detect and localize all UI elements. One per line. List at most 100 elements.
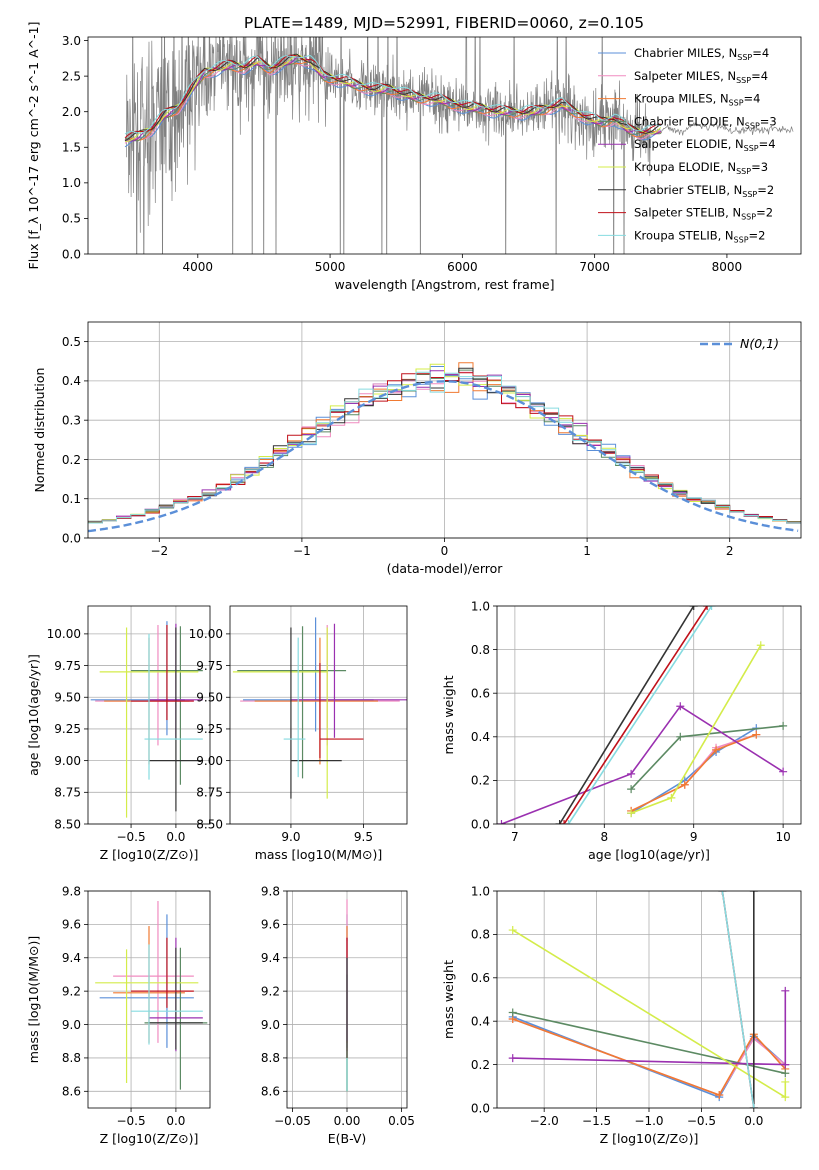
y-axis-label: mass [log10(M/M⊙)] [26, 936, 41, 1064]
y-tick-label: 0.1 [62, 492, 81, 506]
x-tick-label: 7000 [579, 260, 610, 274]
x-tick-label: −0.5 [687, 1114, 716, 1128]
weight-marker [715, 1090, 724, 1099]
x-tick-label: −0.05 [274, 1114, 311, 1128]
weight-line [501, 705, 784, 824]
y-tick-label: 9.25 [196, 722, 223, 736]
y-tick-label: 1.5 [62, 141, 81, 155]
weight-line [512, 1018, 786, 1096]
y-tick-label: 9.0 [261, 1018, 280, 1032]
y-tick-label: 9.8 [62, 884, 81, 898]
legend-label: N(0,1) [740, 336, 779, 351]
y-tick-label: 0.6 [471, 971, 490, 985]
axes-frame [496, 890, 802, 1109]
weight-marker [712, 745, 721, 754]
x-tick-label: −1 [293, 544, 311, 558]
y-tick-label: 9.50 [196, 691, 223, 705]
legend-label: Chabrier ELODIE, NSSP=3 [634, 114, 777, 130]
panel-residuals: −2 −1 0 1 2 0.0 0.1 0.2 0.3 0.4 0.5 (data-model)/er… [32, 321, 802, 576]
y-axis-label: age [log10(age/yr)] [26, 654, 41, 776]
y-tick-label: 0.0 [62, 247, 81, 261]
legend-label: Kroupa STELIB, NSSP=2 [634, 228, 765, 244]
y-tick-label: 10.00 [47, 627, 81, 641]
y-tick-label: 9.75 [54, 659, 81, 673]
x-tick-label: 0.00 [334, 1114, 361, 1128]
figure-title: PLATE=1489, MJD=52991, FIBERID=0060, z=0… [244, 14, 644, 32]
x-axis-label: (data-model)/error [387, 561, 504, 576]
y-tick-label: 0.6 [471, 687, 490, 701]
axes-frame [286, 890, 408, 1109]
normal-reference-curve [88, 380, 799, 533]
plot-content [497, 606, 788, 824]
weight-line [630, 644, 762, 814]
y-tick-label: 0.0 [471, 817, 490, 831]
plot-content [95, 901, 208, 1090]
y-tick-label: 8.6 [261, 1085, 280, 1099]
x-axis-label: mass [log10(M/M⊙)] [255, 847, 383, 862]
y-axis-label: Normed distribution [32, 368, 47, 493]
x-tick-label: −0.5 [116, 1114, 145, 1128]
x-tick-label: −2.0 [530, 1114, 559, 1128]
weight-marker [703, 606, 712, 610]
x-tick-label: 0.0 [744, 1114, 763, 1128]
x-axis-label: Z [log10(Z/Z⊙)] [100, 1131, 199, 1146]
weight-marker [555, 820, 564, 824]
y-axis-label: mass weight [441, 960, 456, 1039]
y-tick-label: 0.5 [62, 335, 81, 349]
y-tick-label: 9.00 [54, 754, 81, 768]
y-tick-label: 9.2 [261, 984, 280, 998]
y-tick-label: 1.0 [471, 884, 490, 898]
y-tick-label: 0.2 [62, 453, 81, 467]
x-tick-label: −2 [150, 544, 168, 558]
x-tick-label: 2 [726, 544, 734, 558]
axes-frame [87, 890, 211, 1109]
x-tick-label: 5000 [315, 260, 346, 274]
y-tick-label: 9.75 [196, 659, 223, 673]
legend-label: Chabrier STELIB, NSSP=2 [634, 183, 774, 199]
x-tick-label: 0.0 [166, 1114, 185, 1128]
y-axis-label: mass weight [441, 675, 456, 754]
y-tick-label: 8.50 [54, 817, 81, 831]
y-tick-label: 9.2 [62, 984, 81, 998]
weight-marker [779, 767, 788, 776]
model-spectrum [124, 54, 661, 135]
weight-marker [781, 1077, 790, 1086]
weight-marker [781, 1069, 790, 1078]
legend-label: Salpeter ELODIE, NSSP=4 [634, 137, 776, 153]
axes-frame [87, 36, 802, 255]
y-tick-label: 9.4 [62, 951, 81, 965]
plot-content [90, 621, 203, 818]
x-tick-label: 0 [441, 544, 449, 558]
x-axis-label: wavelength [Angstrom, rest frame] [334, 277, 554, 292]
y-tick-label: 8.8 [261, 1051, 280, 1065]
legend-label: Kroupa MILES, NSSP=4 [634, 92, 760, 108]
y-tick-label: 0.4 [471, 1015, 490, 1029]
x-tick-label: 9.5 [354, 830, 373, 844]
y-tick-label: 0.0 [471, 1101, 490, 1115]
panel-spectrum: 4000 5000 6000 7000 8000 0.0 0.5 1.0 1.5 2.0 2.5 3.… [26, 22, 802, 292]
model-spectrum [124, 60, 661, 148]
y-tick-label: 2.0 [62, 105, 81, 119]
weight-marker [667, 793, 676, 802]
weight-line [558, 606, 695, 824]
y-tick-label: 9.6 [261, 918, 280, 932]
x-axis-label: Z [log10(Z/Z⊙)] [600, 1131, 699, 1146]
weight-line [567, 606, 713, 824]
plot-area: 4000 5000 6000 7000 8000 0.0 0.5 1.0 1.5 2.0 2.5 3.… [26, 22, 802, 1146]
x-tick-label: 8 [600, 830, 608, 844]
legend-label: Salpeter STELIB, NSSP=2 [634, 206, 773, 222]
x-axis-label: E(B-V) [328, 1131, 367, 1146]
x-tick-label: 1 [583, 544, 591, 558]
y-tick-label: 8.6 [62, 1085, 81, 1099]
y-tick-label: 0.2 [471, 1058, 490, 1072]
y-tick-label: 9.6 [62, 918, 81, 932]
y-tick-label: 0.3 [62, 413, 81, 427]
y-tick-label: 1.0 [62, 176, 81, 190]
y-tick-label: 0.4 [471, 730, 490, 744]
residual-histogram [88, 371, 801, 524]
plot-content [88, 362, 801, 533]
weight-marker [781, 986, 790, 995]
weight-marker [749, 1104, 758, 1108]
x-tick-label: 8000 [712, 260, 743, 274]
